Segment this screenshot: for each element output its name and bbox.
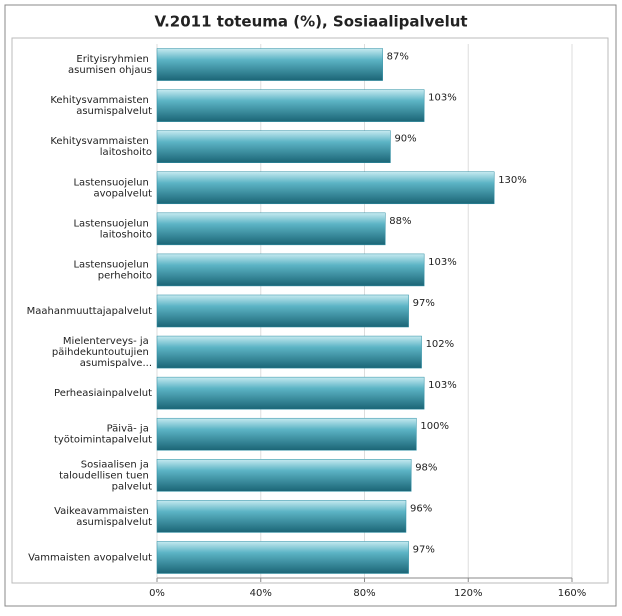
- value-label: 88%: [389, 216, 411, 227]
- x-tick-label: 80%: [353, 588, 375, 599]
- bar: [156, 294, 409, 328]
- plot-frame: [11, 37, 609, 584]
- bar: [156, 459, 412, 492]
- bar: [156, 171, 495, 205]
- chart-title: V.2011 toteuma (%), Sosiaalipalvelut: [154, 13, 467, 31]
- y-tick-label: Päivä- ja työtoimintapalvelut: [54, 424, 152, 446]
- y-tick-label: Perheasiainpalvelut: [54, 388, 152, 399]
- value-label: 103%: [428, 93, 457, 104]
- x-tick-label: 120%: [454, 588, 483, 599]
- bar: [156, 335, 422, 369]
- y-tick-label: Kehitysvammaisten asumispalvelut: [50, 95, 152, 117]
- value-label: 98%: [415, 462, 437, 473]
- value-label: 130%: [498, 175, 527, 186]
- value-label: 100%: [420, 421, 449, 432]
- bar: [156, 376, 425, 410]
- bar: [156, 500, 407, 533]
- y-tick-label: Vaikeavammaisten asumispalvelut: [54, 506, 152, 528]
- x-tick-label: 0%: [149, 588, 165, 599]
- bar: [156, 417, 417, 451]
- value-label: 97%: [413, 298, 435, 309]
- bar: [156, 130, 391, 163]
- value-label: 103%: [428, 380, 457, 391]
- y-tick-label: Lastensuojelun avopalvelut: [73, 177, 152, 199]
- x-tick-label: 40%: [250, 588, 272, 599]
- value-label: 96%: [410, 503, 432, 514]
- y-tick-label: Lastensuojelun perhehoito: [73, 259, 152, 281]
- y-tick-label: Kehitysvammaisten laitoshoito: [50, 136, 152, 158]
- y-tick-label: Mielenterveys- ja päihdekuntoutujien asu…: [52, 336, 152, 369]
- y-tick-label: Maahanmuuttajapalvelut: [27, 306, 152, 317]
- bar: [156, 48, 383, 81]
- value-label: 87%: [387, 52, 409, 63]
- value-label: 103%: [428, 257, 457, 268]
- y-tick-label: Lastensuojelun laitoshoito: [73, 218, 152, 240]
- x-tick-label: 160%: [558, 588, 587, 599]
- y-tick-label: Vammaisten avopalvelut: [28, 552, 152, 563]
- value-label: 97%: [413, 544, 435, 555]
- bar: [156, 89, 425, 122]
- value-label: 102%: [426, 339, 455, 350]
- bar: [156, 541, 409, 574]
- bar: [156, 212, 386, 246]
- y-tick-label: Erityisryhmien asumisen ohjaus: [68, 54, 152, 76]
- bar: [156, 253, 425, 287]
- y-tick-label: Sosiaalisen ja taloudellisen tuen palvel…: [59, 459, 152, 492]
- value-label: 90%: [394, 134, 416, 145]
